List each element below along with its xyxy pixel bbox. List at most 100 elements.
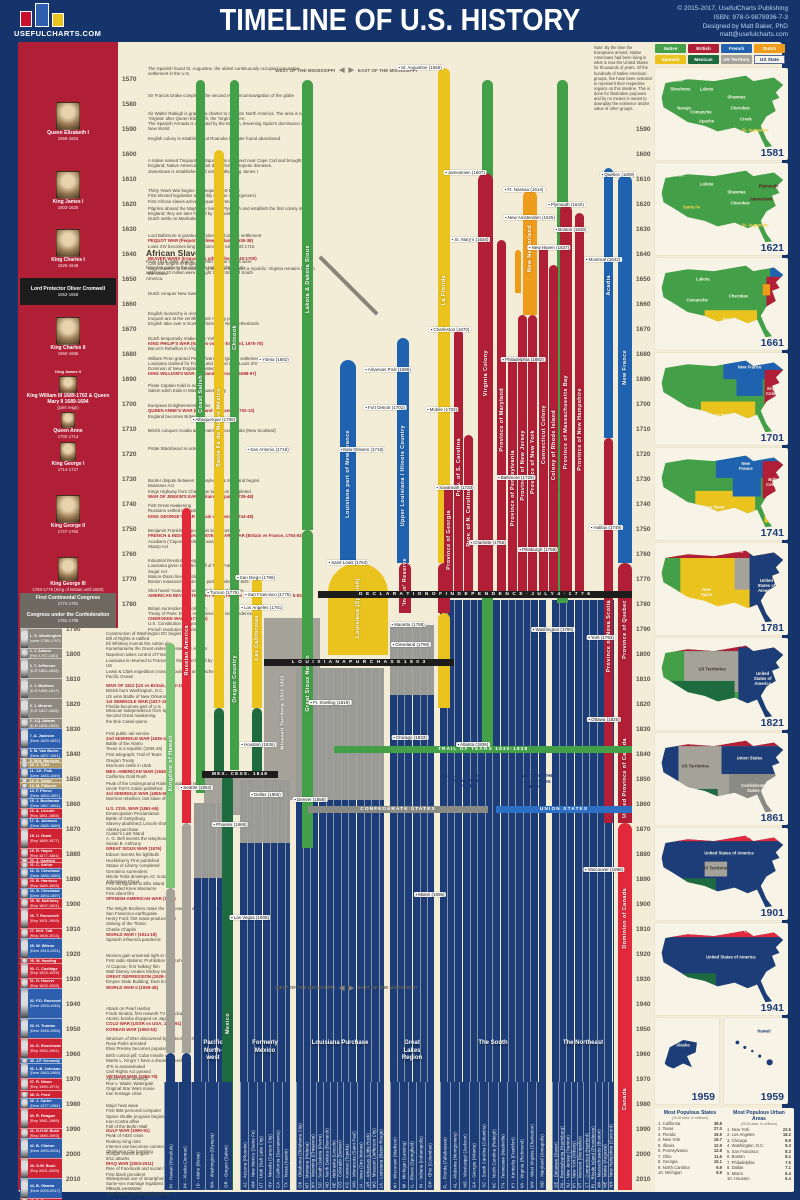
- timeline-year: 1990: [66, 1126, 81, 1133]
- state-column: OH - Ohio (Columbus): [425, 1082, 434, 1190]
- event-text: Attack on Pearl Harbor Frank Sinatra; fir…: [106, 1005, 188, 1032]
- population-list-row: 8. Dallas 7.1: [727, 1165, 791, 1171]
- event-text: First immigrants to Ellis Island Wounded …: [106, 880, 176, 902]
- timeline-stream: [166, 887, 175, 1053]
- president-entry: 35. J.F. Kennedy: [20, 1057, 62, 1064]
- city-marker: ▪ San Francisco (1776): [243, 592, 293, 597]
- map-region-label: Plymouth: [758, 183, 778, 189]
- president-name: 37. R. Nixon (Rep 1969-1974): [29, 1080, 59, 1089]
- state-column: AR - Arkansas (Little Rock): [363, 1082, 371, 1190]
- mississippi-divider: WEST OF THE MISSISSIPPI ◀ ▶ EAST OF THE MIS…: [258, 984, 434, 992]
- timeline-year: 1640: [122, 251, 137, 258]
- timeline-stream: Province of New York: [528, 315, 537, 595]
- map-region-label: New Spain: [703, 504, 725, 510]
- legend-chip: US Territory: [721, 55, 752, 64]
- monarch-entry: First Continental Congress 1774-1781: [20, 592, 116, 608]
- president-name: 5. J. Monroe (D-R 1817-1825): [29, 704, 59, 713]
- timeline-year: 1770: [122, 576, 137, 583]
- state-label: NH - New Hampshire (Concord): [608, 1124, 614, 1188]
- timeline-stream: Connecticut Colony: [539, 245, 548, 595]
- state-column: OK - Oklahoma (Oklahoma City): [296, 1082, 303, 1190]
- timeline-year: 1950: [636, 1026, 651, 1033]
- president-entry: 19. R. Hayes (Rep 1877-1881): [20, 847, 62, 859]
- state-label: LA - Louisiana (Baton Rouge): [378, 1128, 384, 1188]
- timeline-year: 1680: [122, 351, 137, 358]
- president-portrait: [21, 789, 28, 798]
- timeline-stream: New France: [618, 175, 632, 563]
- timeline-year: 1970: [66, 1076, 81, 1083]
- map-year-label: 1959: [691, 1091, 715, 1103]
- timeline-year: 2010: [636, 1176, 651, 1183]
- era-bar: TRAIL OF TEARS 1830-1838: [334, 746, 632, 753]
- state-label: NE - Nebraska (Lincoln): [331, 1139, 337, 1188]
- event-text: Dutch conquer New Sweden: [148, 290, 204, 296]
- timeline-year: 1760: [636, 551, 651, 558]
- map-year-label: 1959: [760, 1091, 784, 1103]
- president-portrait: [21, 929, 28, 938]
- state-label: MD - Maryland (Annapolis): [539, 1134, 545, 1188]
- event-text: Dutch temporarily retake New York KING PH…: [148, 335, 263, 352]
- population-list-row: 10. Houston 6.4: [727, 1176, 791, 1182]
- state-label: OR - Oregon (Salem): [223, 1145, 229, 1188]
- president-portrait: [21, 1019, 28, 1038]
- monarch-name: King William III 1689-1702 & Queen Mary …: [26, 393, 110, 405]
- president-portrait: [21, 1139, 28, 1158]
- city-marker: ▪ Boston (1630): [553, 227, 589, 232]
- map-region-label: Canada: [745, 833, 761, 839]
- timeline-year: 1780: [122, 601, 137, 608]
- timeline-year: 1820: [66, 701, 81, 708]
- state-label: UT - Utah (Salt Lake City): [258, 1136, 264, 1188]
- population-list-row: 6. Boston 8.1: [727, 1154, 791, 1160]
- monarch-dates: 1603-1625: [57, 205, 79, 210]
- poster-body: Note: By the time the Europeans arrived,…: [18, 42, 794, 1200]
- event-text: Huckleberry Finn published Statue of Libe…: [106, 858, 168, 885]
- logo-text: USEFULCHARTS.COM: [14, 29, 102, 38]
- map-region-label: Apache: [698, 118, 715, 124]
- event-text: English colony is established at Roanoke…: [148, 135, 281, 141]
- state-label-strip: OK - Oklahoma (Oklahoma City) MT - Montan…: [296, 1082, 384, 1190]
- stream-label: Russian America: [183, 625, 190, 676]
- state-column: NM - New Mexico (Santa Fe): [248, 1082, 256, 1190]
- president-name: 6. J.Q. Adams (D-R 1825-1829): [29, 719, 59, 728]
- city-marker: ▪ Charlotte (1755): [468, 539, 508, 545]
- map-region-label: Cree: [716, 74, 727, 80]
- president-portrait: [21, 729, 28, 748]
- president-name: 38. G. Ford: [29, 1092, 50, 1097]
- president-portrait: [21, 1091, 28, 1098]
- timeline-year: 1920: [66, 951, 81, 958]
- president-entry: 24. G. Cleveland (Dem 1893-1897): [20, 887, 62, 899]
- president-entry: 32. F.D. Roosevelt (Dem 1933-1945): [20, 987, 62, 1019]
- monarch-name: King James II: [55, 368, 81, 374]
- president-name: 21. C. Arthur: [29, 863, 53, 868]
- president-entry: 16. A. Lincoln (Rep 1861-1865): [20, 807, 62, 819]
- president-entry: 9. W.H. Harrison: [20, 757, 62, 763]
- president-entry: 2. J. Adams (Fed 1797-1801): [20, 647, 62, 659]
- stream-label: New France: [622, 350, 628, 385]
- city-marker: ▪ Las Vegas (1905): [229, 914, 271, 920]
- president-entry: 15. J. Buchanan (Dem 1857-1861): [20, 797, 62, 809]
- stream-label: Coast Salish: [197, 375, 204, 413]
- timeline-year: 1600: [636, 151, 651, 158]
- era-map-panel: British North America New Spain United Sta…: [655, 543, 788, 635]
- map-region-label: Shawnee: [727, 94, 746, 100]
- president-name: 24. G. Cleveland (Dem 1893-1897): [29, 889, 61, 898]
- state-label: OH - Ohio (Columbus): [427, 1143, 433, 1188]
- arrow-right-icon: ▶: [348, 67, 354, 74]
- timeline-stream: Prov. of S. Carolina: [454, 330, 463, 595]
- state-label: IA - Iowa (Des Moines): [358, 1142, 364, 1188]
- timeline-year: 1910: [66, 926, 81, 933]
- timeline-year: 1940: [66, 1001, 81, 1008]
- map-region-label: British North America: [699, 548, 744, 554]
- map-region-label: US Territories: [702, 865, 730, 871]
- timeline-year: 1660: [636, 301, 651, 308]
- president-entry: 38. G. Ford: [20, 1090, 62, 1099]
- city-marker: ▪ Pittsburgh (1758): [517, 547, 559, 552]
- event-text: Construction of Washington DC begins Bill…: [106, 630, 208, 657]
- president-name: 30. C. Coolidge (Rep 1923-1929): [29, 966, 59, 975]
- president-portrait: [21, 979, 28, 988]
- population-list-row: 1. New York 23.5: [727, 1127, 791, 1132]
- timeline-stream: Las Californias: [252, 577, 262, 708]
- legend-chip: US State: [754, 55, 785, 64]
- city-marker: ▪ Ft. Nassau (1614): [503, 187, 545, 192]
- timeline-year: 1660: [122, 301, 137, 308]
